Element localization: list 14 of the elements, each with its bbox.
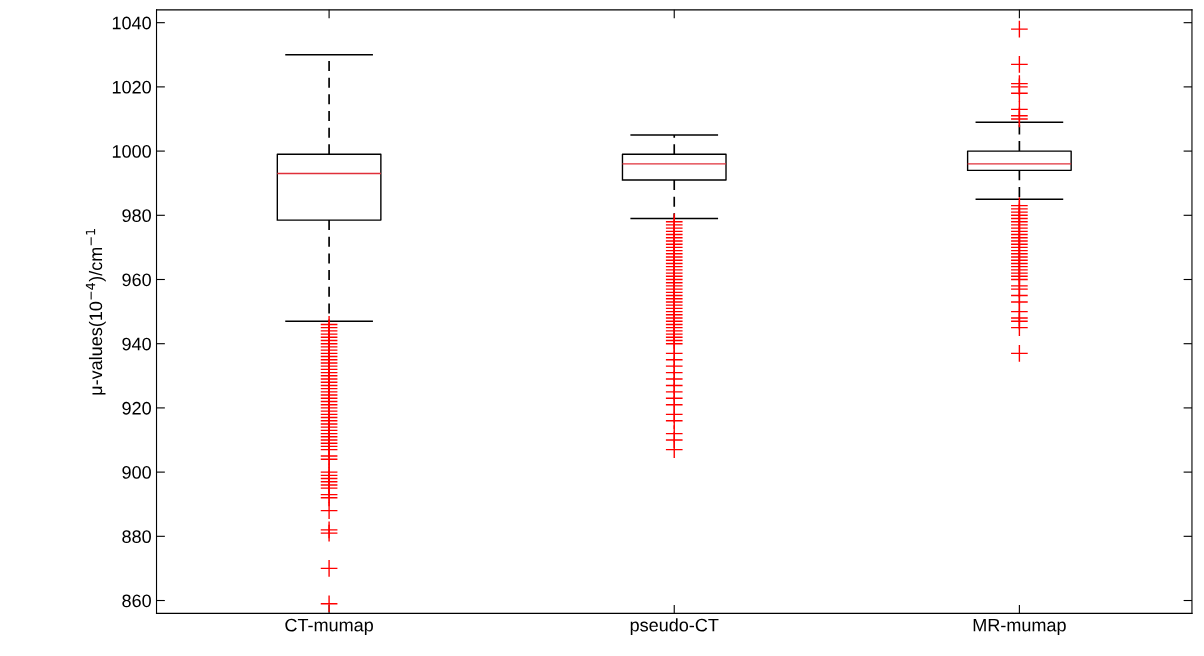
y-tick-label: 960: [122, 273, 151, 287]
x-tick-label: MR-mumap: [973, 618, 1066, 636]
y-tick-label: 920: [122, 401, 151, 415]
y-tick-label: 1020: [112, 80, 151, 94]
y-tick-label: 940: [122, 337, 151, 351]
y-tick-label: 1000: [112, 145, 151, 158]
y-tick-label: 900: [122, 466, 151, 479]
y-axis-title: μ-values(10$^{−4}$)/cm$^{−1}$: [85, 229, 106, 395]
y-tick-label: 1040: [112, 16, 151, 30]
y-tick-label: 860: [122, 594, 151, 608]
x-tick-label: pseudo-CT: [630, 618, 719, 636]
y-tick-label: 880: [122, 530, 151, 544]
y-tick-label: 980: [122, 209, 151, 223]
x-tick-label: CT-mumap: [285, 618, 373, 636]
